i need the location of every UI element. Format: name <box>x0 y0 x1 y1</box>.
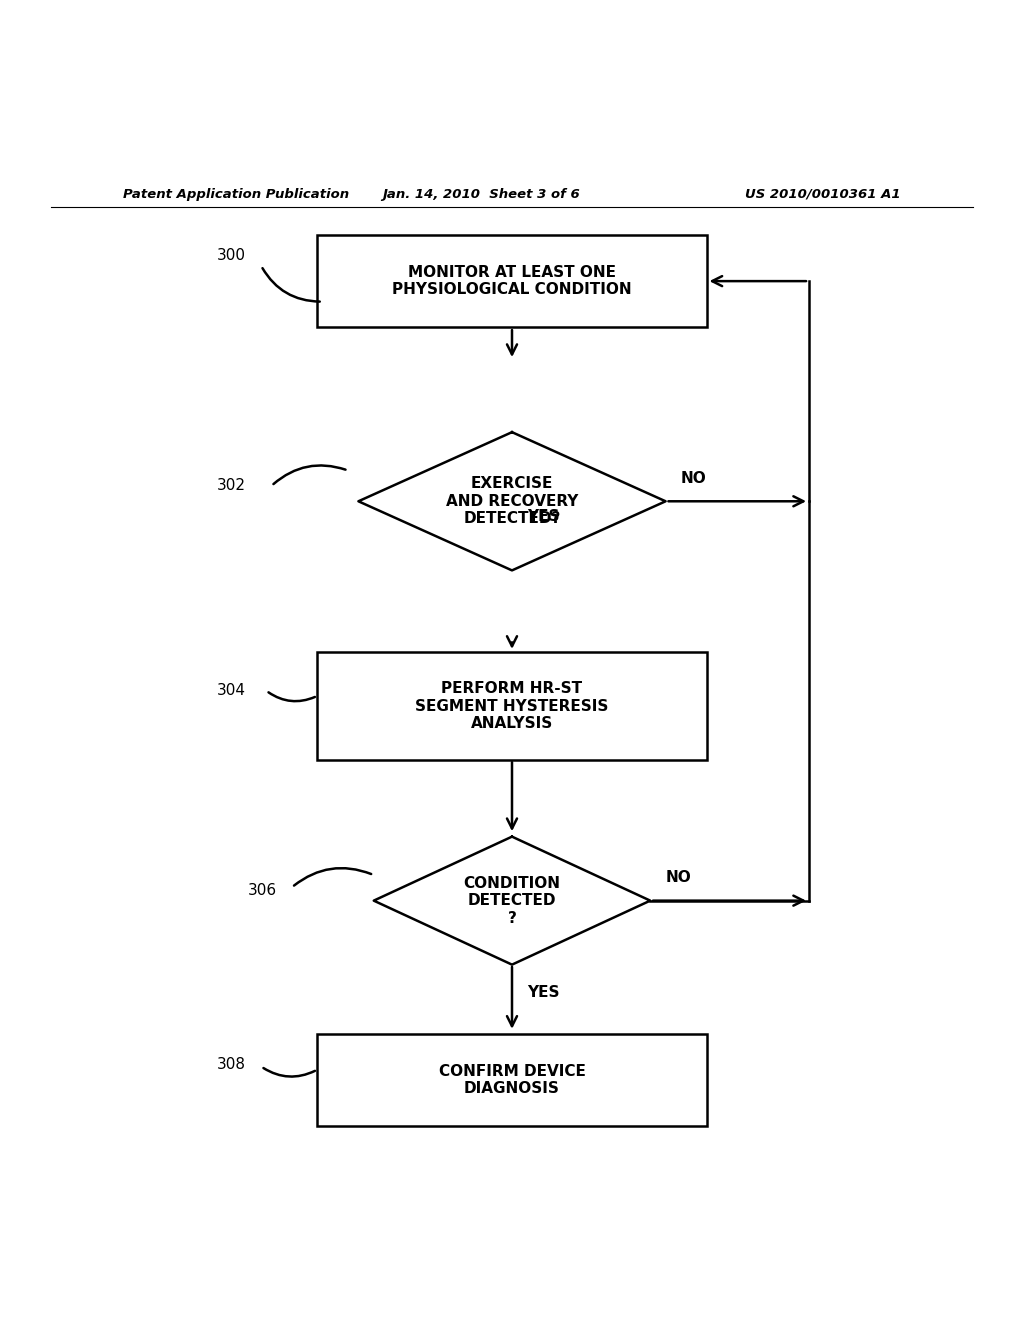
Text: MONITOR AT LEAST ONE
PHYSIOLOGICAL CONDITION: MONITOR AT LEAST ONE PHYSIOLOGICAL CONDI… <box>392 265 632 297</box>
Text: 306: 306 <box>248 883 276 898</box>
Text: Jan. 14, 2010  Sheet 3 of 6: Jan. 14, 2010 Sheet 3 of 6 <box>382 187 581 201</box>
Text: CONDITION
DETECTED
?: CONDITION DETECTED ? <box>464 875 560 925</box>
Text: 302: 302 <box>217 478 246 494</box>
Text: YES: YES <box>527 510 560 524</box>
Text: FIG. 3: FIG. 3 <box>447 1097 577 1135</box>
Text: EXERCISE
AND RECOVERY
DETECTED?: EXERCISE AND RECOVERY DETECTED? <box>445 477 579 527</box>
Text: Patent Application Publication: Patent Application Publication <box>123 187 349 201</box>
Text: 304: 304 <box>217 684 246 698</box>
Text: 308: 308 <box>217 1057 246 1072</box>
Text: CONFIRM DEVICE
DIAGNOSIS: CONFIRM DEVICE DIAGNOSIS <box>438 1064 586 1096</box>
FancyBboxPatch shape <box>317 1034 707 1126</box>
Text: US 2010/0010361 A1: US 2010/0010361 A1 <box>745 187 901 201</box>
Text: 300: 300 <box>217 248 246 263</box>
Text: NO: NO <box>681 471 707 486</box>
Text: YES: YES <box>527 985 560 1001</box>
FancyBboxPatch shape <box>317 235 707 327</box>
Text: PERFORM HR-ST
SEGMENT HYSTERESIS
ANALYSIS: PERFORM HR-ST SEGMENT HYSTERESIS ANALYSI… <box>416 681 608 731</box>
FancyBboxPatch shape <box>317 652 707 760</box>
Text: NO: NO <box>666 870 691 886</box>
